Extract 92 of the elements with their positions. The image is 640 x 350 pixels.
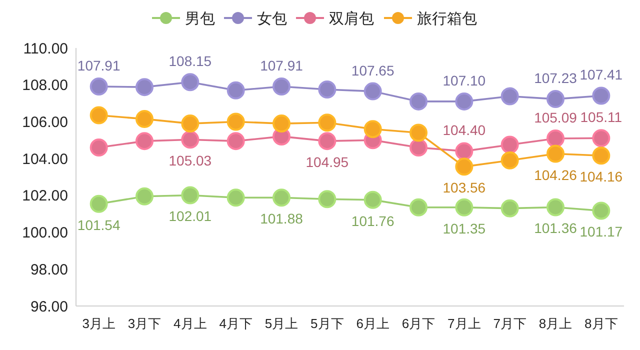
- y-tick-label: 100.00: [22, 224, 68, 242]
- point: [272, 188, 290, 207]
- data-label: 107.65: [351, 62, 394, 78]
- data-label: 107.91: [260, 58, 304, 74]
- point: [90, 78, 108, 96]
- legend-label: 女包: [257, 10, 287, 28]
- x-tick-label: 8月上: [538, 316, 572, 331]
- data-label: 101.36: [534, 220, 578, 236]
- point: [90, 194, 108, 213]
- data-label: 107.23: [534, 70, 578, 86]
- point: [136, 132, 154, 150]
- point: [546, 90, 564, 108]
- data-label: 103.56: [442, 180, 486, 196]
- y-tick-label: 98.00: [30, 261, 68, 278]
- x-tick-label: 6月上: [356, 316, 390, 331]
- point: [136, 187, 154, 206]
- point: [455, 142, 474, 160]
- x-tick-label: 4月上: [174, 316, 207, 331]
- data-label: 101.35: [442, 220, 486, 236]
- point: [546, 198, 564, 216]
- point: [272, 78, 290, 96]
- x-tick-label: 7月上: [448, 316, 481, 331]
- point: [410, 138, 428, 157]
- data-label: 105.11: [580, 109, 622, 126]
- point: [226, 112, 245, 131]
- x-tick-label: 7月下: [493, 316, 526, 331]
- point: [136, 78, 154, 96]
- point: [546, 144, 564, 163]
- point: [272, 114, 290, 133]
- point: [592, 202, 610, 220]
- point: [181, 73, 200, 92]
- data-label: 104.16: [580, 168, 623, 185]
- data-label: 101.54: [77, 216, 120, 233]
- data-label: 107.41: [580, 66, 623, 83]
- point: [455, 158, 474, 176]
- point: [364, 120, 382, 138]
- data-label: 105.03: [168, 152, 212, 169]
- x-tick-label: 3月下: [128, 316, 162, 331]
- point: [318, 190, 336, 208]
- point: [592, 146, 610, 165]
- point: [410, 124, 428, 142]
- point: [410, 198, 428, 216]
- point: [318, 114, 336, 132]
- point: [181, 186, 200, 204]
- point: [226, 188, 245, 207]
- x-tick-label: 3月上: [82, 316, 116, 331]
- data-label: 104.95: [306, 154, 349, 170]
- data-label: 107.91: [77, 58, 120, 74]
- data-label: 101.88: [260, 210, 304, 227]
- point: [455, 92, 474, 110]
- point: [500, 87, 519, 106]
- point: [410, 92, 428, 110]
- point: [181, 130, 200, 149]
- y-tick-label: 110.00: [23, 40, 68, 58]
- point: [226, 81, 245, 100]
- point: [226, 132, 245, 150]
- x-tick-label: 5月上: [264, 316, 298, 331]
- x-tick-label: 8月下: [584, 316, 618, 331]
- y-tick-label: 106.00: [22, 114, 68, 131]
- point: [318, 80, 336, 98]
- data-label: 105.09: [534, 109, 578, 126]
- point: [500, 199, 519, 218]
- point: [318, 132, 336, 150]
- point: [546, 129, 564, 148]
- data-label: 108.15: [168, 53, 212, 70]
- data-label: 104.26: [534, 166, 578, 183]
- point: [136, 110, 154, 128]
- point: [455, 198, 474, 216]
- y-tick-label: 96.00: [30, 298, 68, 316]
- point: [592, 86, 610, 105]
- data-label: 102.01: [168, 208, 212, 224]
- point: [364, 82, 382, 100]
- y-tick-label: 104.00: [22, 150, 68, 168]
- point: [90, 106, 108, 124]
- legend-label: 双肩包: [329, 10, 374, 28]
- point: [500, 151, 519, 170]
- y-tick-label: 108.00: [22, 77, 68, 94]
- x-tick-label: 4月下: [219, 316, 252, 331]
- y-tick-label: 102.00: [22, 188, 68, 205]
- data-label: 107.10: [442, 72, 486, 88]
- point: [592, 129, 610, 148]
- point: [500, 136, 519, 154]
- data-label: 104.40: [442, 122, 486, 138]
- point: [181, 114, 200, 133]
- x-tick-label: 5月下: [310, 316, 344, 331]
- data-label: 101.17: [580, 224, 623, 240]
- legend-label: 旅行箱包: [417, 10, 477, 28]
- legend-label: 男包: [185, 10, 215, 28]
- x-tick-label: 6月下: [402, 316, 436, 331]
- point: [364, 190, 382, 209]
- data-label: 101.76: [351, 212, 394, 229]
- point: [90, 138, 108, 157]
